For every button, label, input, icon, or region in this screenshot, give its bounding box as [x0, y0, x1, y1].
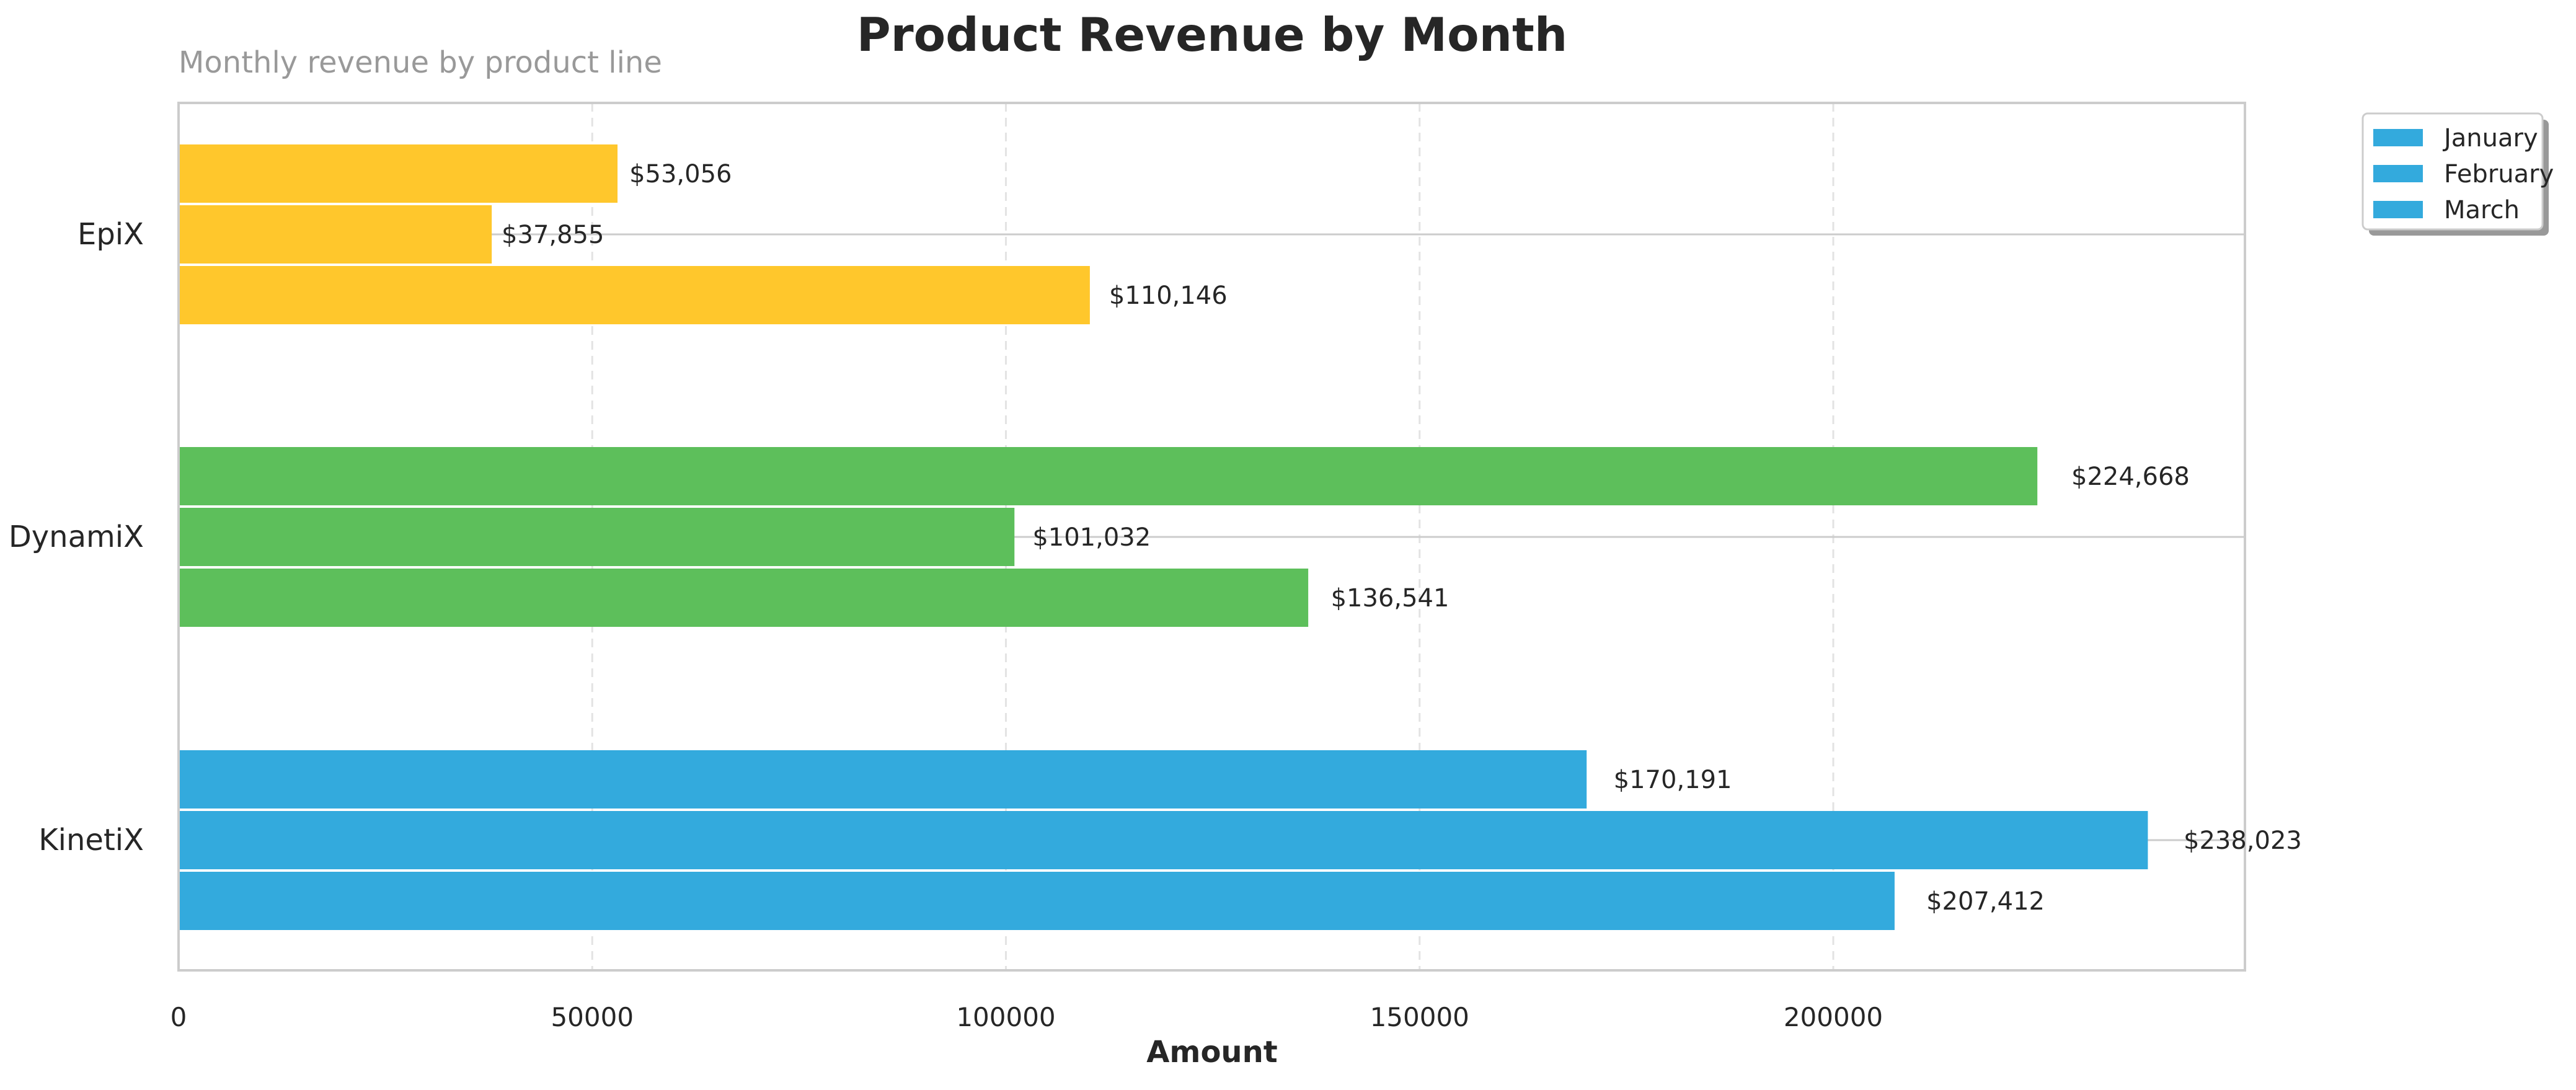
bar-february	[179, 205, 492, 264]
x-tick-label: 0	[170, 1002, 187, 1032]
category-label: DynamiX	[9, 520, 144, 554]
bar-january	[179, 144, 618, 203]
category-label: EpiX	[77, 217, 144, 252]
bar-march	[179, 569, 1309, 627]
legend-swatch	[2373, 165, 2423, 182]
value-label: $207,412	[1926, 887, 2045, 916]
bar-february	[179, 811, 2148, 869]
bars	[179, 144, 2148, 930]
value-label: $110,146	[1109, 281, 1228, 310]
legend-label: January	[2442, 124, 2538, 153]
value-label: $136,541	[1331, 584, 1450, 613]
value-labels: $53,056 $37,855 $110,146 $224,668 $101,032 $1…	[502, 160, 2302, 916]
value-label: $224,668	[2071, 463, 2190, 491]
chart-title: Product Revenue by Month	[857, 7, 1568, 62]
x-axis-label: Amount	[1146, 1035, 1277, 1070]
bar-january	[179, 750, 1587, 809]
legend-swatch	[2373, 129, 2423, 146]
x-tick-label: 100000	[956, 1002, 1055, 1032]
value-label: $37,855	[502, 221, 604, 249]
x-tick-label: 200000	[1784, 1002, 1883, 1032]
chart-subtitle: Monthly revenue by product line	[179, 45, 662, 80]
legend-label: February	[2444, 160, 2554, 188]
plot-frame	[177, 102, 2246, 972]
legend: January February March	[2361, 112, 2554, 236]
category-label: KinetiX	[38, 823, 144, 857]
value-label: $238,023	[2184, 826, 2302, 855]
bar-march	[179, 266, 1090, 324]
value-label: $101,032	[1032, 523, 1151, 552]
value-label: $170,191	[1614, 766, 1732, 794]
category-labels: EpiX DynamiX KinetiX	[9, 217, 144, 857]
bar-february	[179, 508, 1015, 566]
legend-swatch	[2373, 201, 2423, 218]
x-tick-label: 50000	[551, 1002, 634, 1032]
legend-items: January February March	[2373, 124, 2554, 224]
value-label: $53,056	[629, 160, 732, 188]
x-tick-labels: 0 50000 100000 150000 200000	[170, 1002, 1883, 1032]
legend-label: March	[2444, 196, 2520, 224]
x-tick-label: 150000	[1370, 1002, 1469, 1032]
bar-january	[179, 447, 2038, 505]
bar-march	[179, 872, 1895, 930]
